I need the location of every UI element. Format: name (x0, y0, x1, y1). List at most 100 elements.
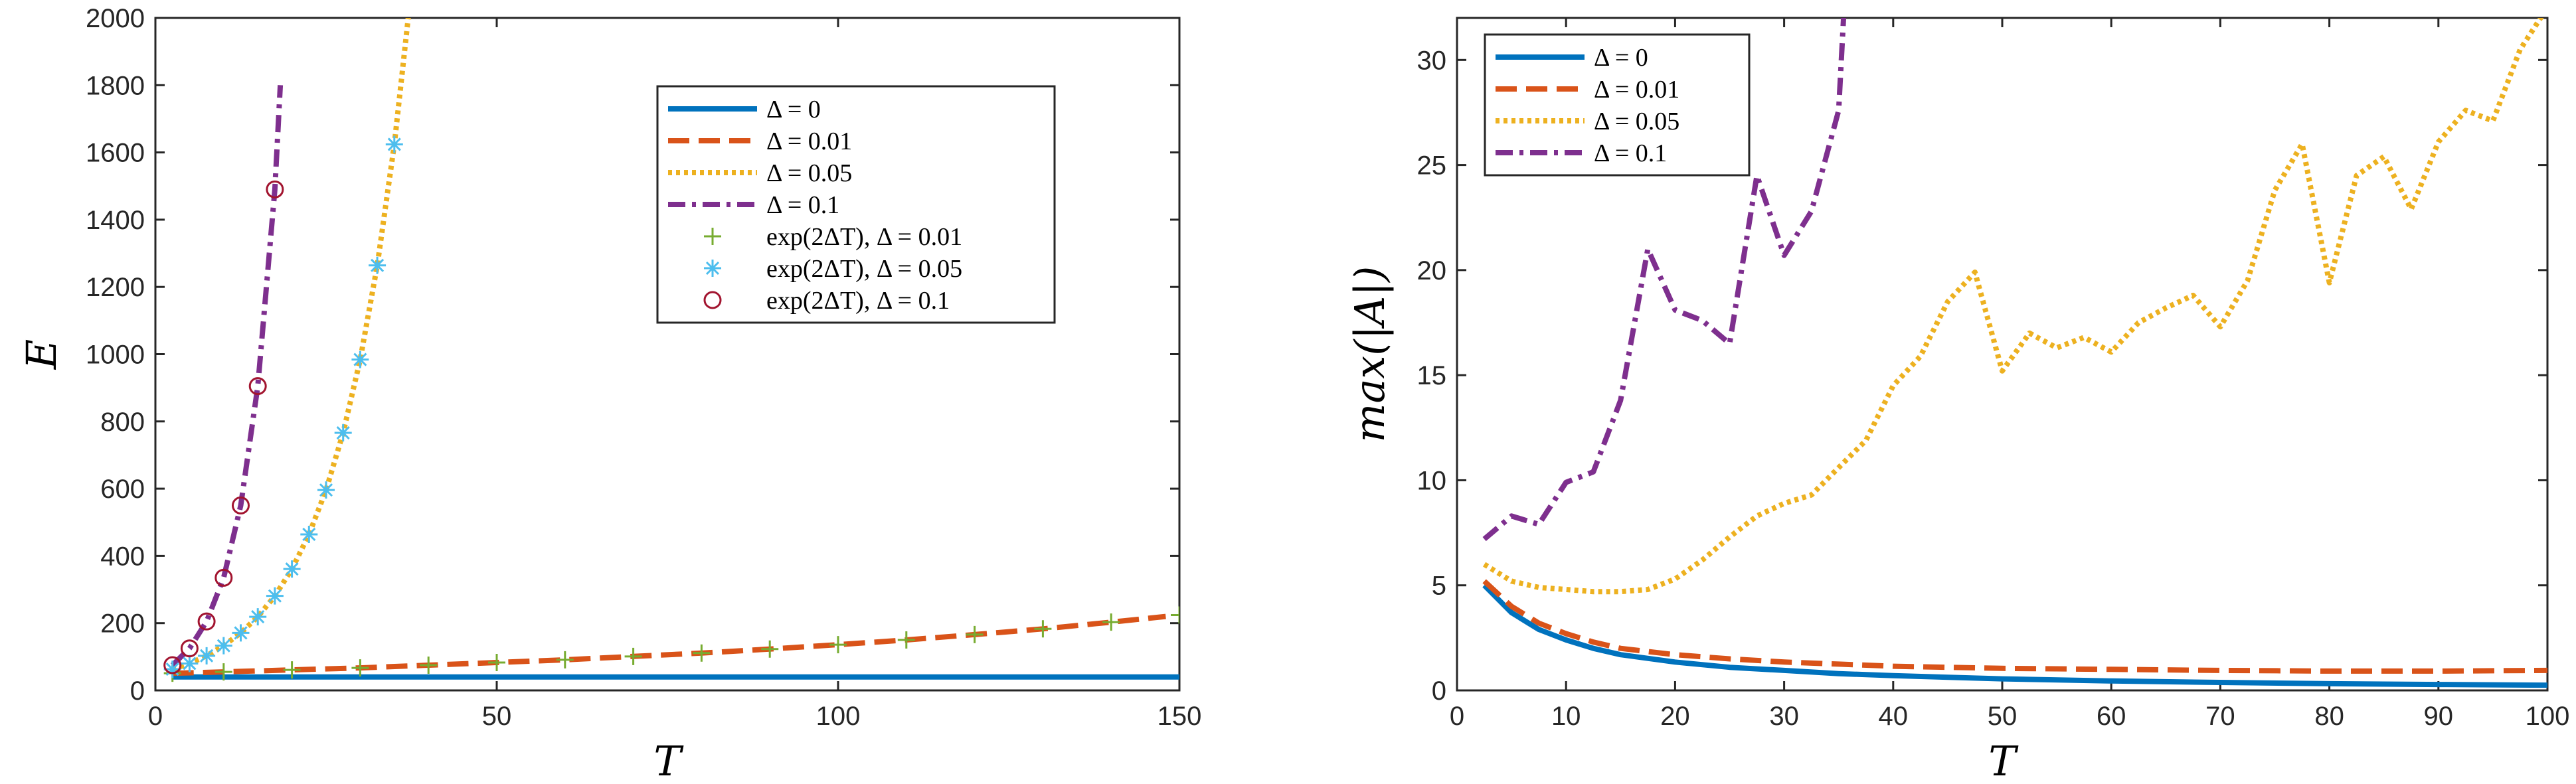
legend-label: Δ = 0.01 (1594, 76, 1679, 104)
x-tick-label: 40 (1879, 702, 1909, 731)
legend-label: Δ = 0 (766, 96, 821, 123)
legend: Δ = 0 Δ = 0.01 Δ = 0.05 Δ = 0.1 exp(2ΔT), Δ … (656, 85, 1056, 324)
data-point-star (215, 637, 232, 655)
data-point-plus (215, 663, 232, 681)
data-point-circle (248, 377, 267, 396)
data-point-star (249, 608, 267, 626)
data-point-star (232, 624, 250, 642)
y-tick-label: 5 (1432, 572, 1446, 601)
legend-marker (704, 260, 721, 277)
legend-label: Δ = 0 (1594, 44, 1648, 72)
data-point-plus (556, 651, 574, 668)
x-tick-label: 60 (2097, 702, 2126, 731)
legend-label: exp(2ΔT), Δ = 0.05 (766, 255, 962, 283)
series-line-4 (1482, 18, 1847, 542)
x-tick-label: 0 (1450, 702, 1464, 731)
y-tick-label: 600 (100, 475, 145, 504)
legend-label: exp(2ΔT), Δ = 0.1 (766, 287, 950, 315)
data-point-star (163, 661, 181, 678)
legend-label: Δ = 0.01 (766, 127, 852, 155)
y-tick-label: 15 (1417, 361, 1447, 390)
data-point-star (385, 135, 403, 153)
x-axis-label: T (653, 737, 684, 784)
y-tick-label: 0 (130, 676, 145, 706)
data-point-circle (197, 612, 216, 631)
x-tick-label: 0 (148, 702, 163, 731)
series-line-1 (1482, 583, 2547, 688)
y-tick-label: 200 (100, 609, 145, 639)
legend-label: Δ = 0.1 (766, 191, 839, 219)
data-point-star (334, 424, 352, 442)
y-tick-label: 2000 (86, 4, 145, 33)
x-tick-label: 90 (2424, 702, 2454, 731)
legend-label: exp(2ΔT), Δ = 0.01 (766, 223, 962, 251)
data-point-plus (1171, 606, 1179, 624)
series-line-3 (1482, 18, 2544, 595)
data-point-star (317, 481, 335, 499)
x-axis-label: T (1988, 737, 2019, 784)
y-tick-label: 400 (100, 542, 145, 571)
y-axis-label: E (17, 339, 66, 370)
series-line-2 (172, 613, 1166, 676)
y-tick-label: 1000 (86, 341, 145, 370)
data-point-circle (180, 639, 199, 658)
legend-label: Δ = 0.05 (1594, 108, 1679, 135)
y-tick-label: 1400 (86, 206, 145, 235)
data-point-plus (283, 661, 301, 679)
series-line-4 (170, 85, 284, 667)
y-tick-label: 800 (100, 408, 145, 437)
x-tick-label: 30 (1769, 702, 1799, 731)
data-point-plus (966, 625, 984, 643)
data-point-circle (232, 496, 250, 514)
x-tick-label: 150 (1158, 702, 1202, 731)
series-line-2 (1482, 579, 2547, 674)
data-point-circle (163, 656, 182, 674)
data-point-plus (624, 647, 642, 665)
y-tick-label: 1800 (86, 71, 145, 100)
data-point-circle (215, 568, 233, 587)
data-point-star (181, 655, 199, 672)
plot-area (1482, 18, 2547, 688)
plot-area (163, 18, 1179, 682)
data-point-plus (488, 653, 505, 671)
legend-label: Δ = 0.05 (766, 159, 852, 187)
y-tick-label: 1200 (86, 273, 145, 302)
data-point-star (369, 256, 386, 274)
legend-label: Δ = 0.1 (1594, 139, 1667, 167)
y-tick-label: 30 (1417, 46, 1447, 75)
data-point-plus (897, 631, 915, 649)
data-point-plus (351, 659, 369, 677)
x-tick-label: 50 (482, 702, 512, 731)
chart-panel-2: 0 10 20 30 40 50 60 70 80 90 100 0 5 10 15 20 25 30 Tmax(|… (1345, 17, 2570, 784)
data-point-star (351, 351, 369, 368)
data-point-plus (420, 657, 438, 674)
data-point-star (283, 560, 301, 578)
legend: Δ = 0 Δ = 0.01 Δ = 0.05 Δ = 0.1 (1484, 33, 1751, 177)
data-point-plus (829, 636, 847, 654)
data-point-circle (266, 180, 284, 198)
legend-box (656, 85, 1056, 324)
y-axis-label: max(|A|) (1345, 266, 1394, 443)
y-tick-label: 20 (1417, 256, 1447, 285)
x-tick-label: 20 (1660, 702, 1690, 731)
x-tick-label: 100 (816, 702, 861, 731)
data-point-star (266, 587, 284, 605)
legend-marker (703, 291, 722, 309)
x-tick-label: 70 (2205, 702, 2235, 731)
x-tick-label: 10 (1551, 702, 1581, 731)
y-tick-label: 1600 (86, 139, 145, 168)
y-tick-label: 10 (1417, 466, 1447, 495)
legend-marker (704, 228, 721, 245)
data-point-star (198, 647, 216, 665)
chart-panel-1: 0 50 100 150 0 200 400 600 800 1000 1200 1400 1600 18… (17, 4, 1202, 784)
data-point-plus (1034, 620, 1052, 638)
data-point-star (300, 525, 318, 543)
y-tick-label: 0 (1432, 676, 1446, 706)
x-tick-label: 100 (2526, 702, 2570, 731)
data-point-plus (1102, 613, 1120, 631)
data-point-plus (761, 640, 779, 658)
data-point-plus (693, 644, 711, 662)
y-tick-label: 25 (1417, 151, 1447, 181)
x-tick-label: 80 (2314, 702, 2344, 731)
